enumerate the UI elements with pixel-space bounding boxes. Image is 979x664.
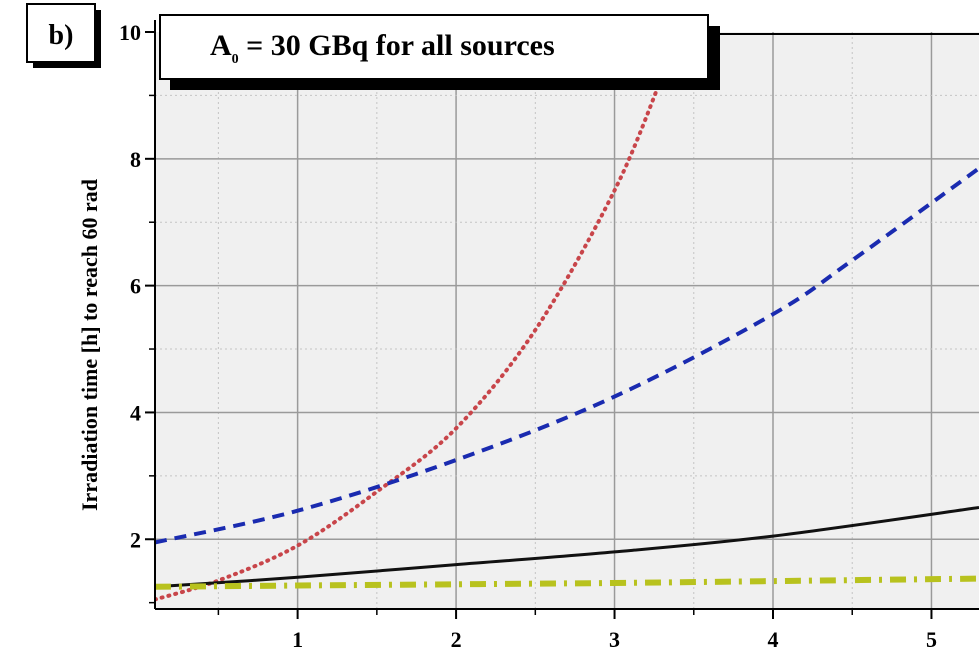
y-tick-label: 8 (130, 147, 141, 172)
x-tick-label: 5 (926, 627, 937, 652)
y-axis-label: Irradiation time [h] to reach 60 rad (77, 179, 102, 511)
series-line-dotted (155, 74, 665, 602)
x-tick-label: 3 (609, 627, 620, 652)
x-tick-label: 4 (768, 627, 779, 652)
y-tick-label: 4 (130, 400, 141, 425)
series-line-dash-dot (155, 575, 979, 590)
panel-label-box: b) (26, 3, 101, 68)
grid (155, 32, 979, 609)
series-line-dashed (155, 166, 979, 545)
title-subscript: 0 (232, 52, 239, 67)
series-group (155, 74, 979, 602)
chart-title: A0 = 30 GBq for all sources (210, 29, 555, 67)
plot-area (155, 32, 979, 609)
ticks: 1 2 3 4 5 2 4 6 8 10 (119, 20, 937, 652)
title-box: A0 = 30 GBq for all sources (159, 14, 720, 90)
panel-label: b) (49, 20, 74, 51)
x-tick-label: 1 (292, 627, 303, 652)
x-tick-label: 2 (451, 627, 462, 652)
title-rest: = 30 GBq for all sources (239, 29, 555, 62)
y-tick-label: 2 (130, 527, 141, 552)
y-tick-label: 10 (119, 20, 141, 45)
y-tick-label: 6 (130, 274, 141, 299)
title-a: A (210, 29, 232, 62)
series-line-solid (155, 506, 979, 589)
